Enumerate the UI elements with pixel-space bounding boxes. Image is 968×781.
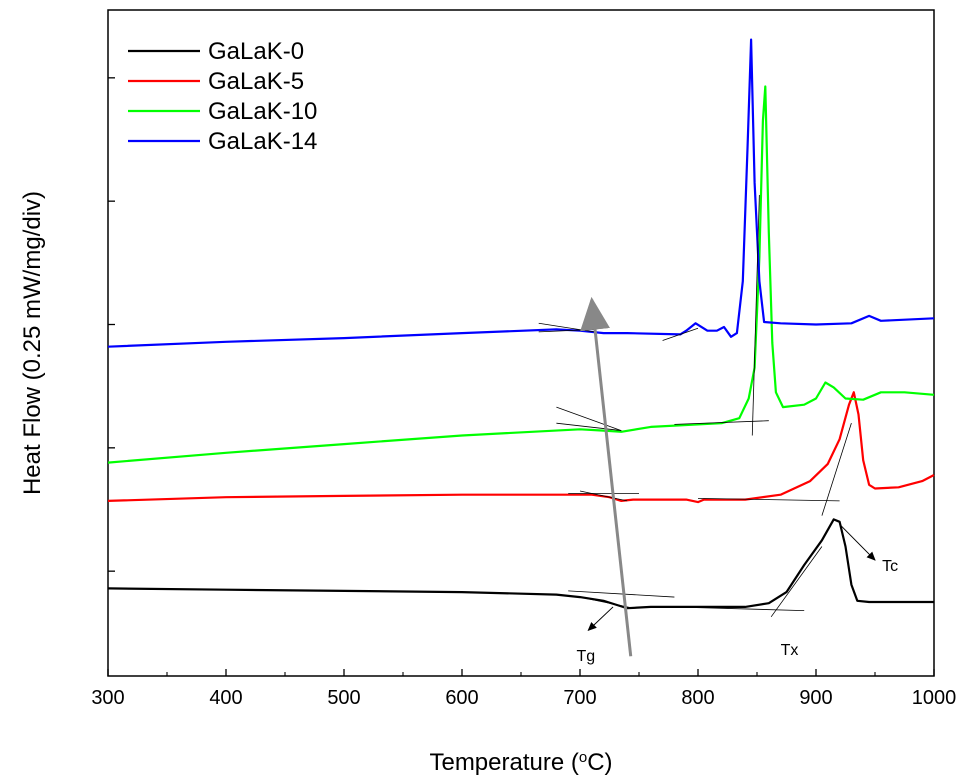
y-axis-title: Heat Flow (0.25 mW/mg/div): [19, 191, 46, 495]
legend-label-galak-0: GaLaK-0: [208, 38, 304, 65]
x-tick-label: 700: [563, 687, 596, 709]
legend-label-galak-10: GaLaK-10: [208, 98, 317, 125]
tangent-line: [556, 406, 622, 431]
series-line-galak-10: [107, 85, 935, 464]
trend-arrow: [580, 296, 633, 657]
tangent-line: [662, 327, 699, 341]
x-tick-label: 900: [799, 687, 832, 709]
tangent-line: [579, 490, 628, 502]
x-tick-label: 1000: [912, 687, 957, 709]
tangent-line: [568, 590, 675, 598]
legend: GaLaK-0 GaLaK-5 GaLaK-10 GaLaK-14: [128, 38, 317, 155]
tc-label: Tc: [882, 558, 898, 575]
tangent-line: [556, 422, 622, 431]
x-axis-title: Temperature (oC): [429, 749, 612, 777]
tangent-line: [674, 606, 805, 612]
annotation-layer: Tg Tx Tc: [538, 194, 898, 665]
x-tick-label: 500: [327, 687, 360, 709]
series-line-galak-14: [107, 38, 935, 348]
legend-label-galak-5: GaLaK-5: [208, 68, 304, 95]
tg-label: Tg: [576, 648, 595, 665]
tc-arrow: [839, 523, 876, 561]
series-layer: [107, 38, 935, 610]
series-line-galak-5: [107, 391, 935, 504]
tangent-line: [770, 546, 823, 618]
series-line-galak-0: [107, 518, 934, 610]
x-tick-label: 800: [681, 687, 714, 709]
tangent-line: [821, 423, 852, 516]
legend-label-galak-14: GaLaK-14: [208, 128, 317, 155]
tg-arrow: [587, 606, 614, 632]
x-tick-label: 400: [209, 687, 242, 709]
x-tick-label: 300: [91, 687, 124, 709]
tangent-line: [697, 498, 840, 502]
tangent-line: [751, 194, 760, 436]
y-axis: [108, 77, 115, 572]
x-axis: 300 400 500 600 700 800 900 1000: [91, 669, 956, 709]
x-tick-label: 600: [445, 687, 478, 709]
tx-label: Tx: [781, 642, 799, 659]
